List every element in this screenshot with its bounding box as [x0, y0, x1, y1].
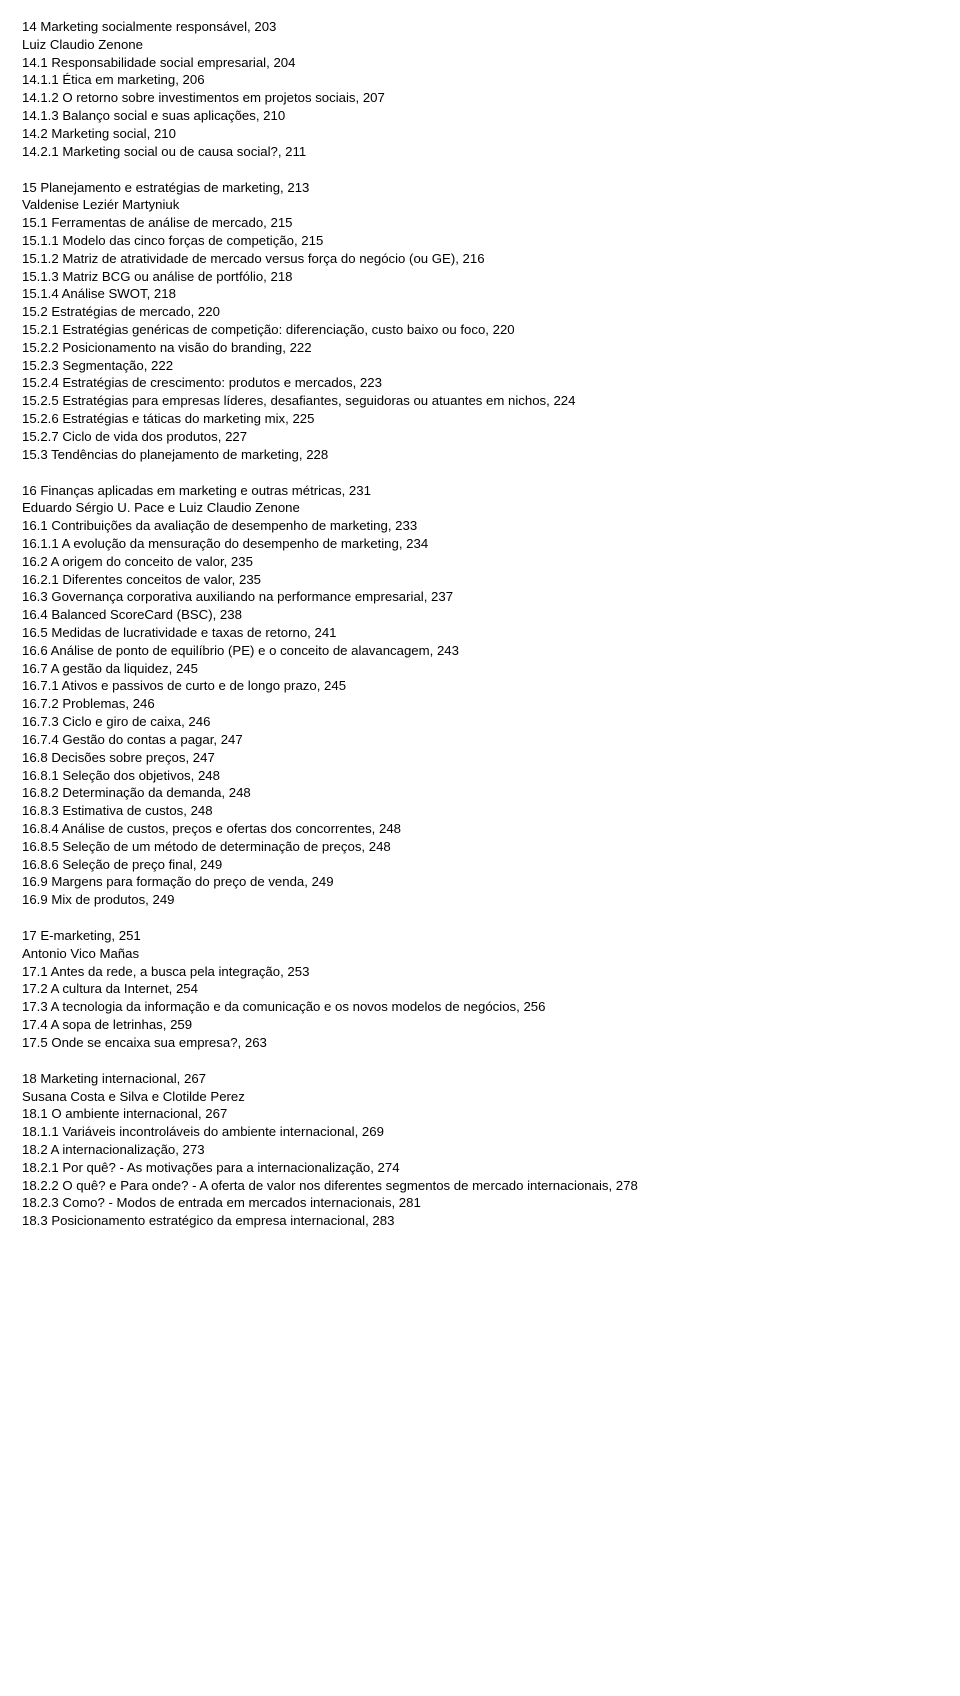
toc-line: 16.7.1 Ativos e passivos de curto e de l…: [22, 677, 938, 695]
toc-block: 18 Marketing internacional, 267Susana Co…: [22, 1070, 938, 1230]
toc-line: 18.2.3 Como? - Modos de entrada em merca…: [22, 1194, 938, 1212]
toc-line: 14.1.1 Ética em marketing, 206: [22, 71, 938, 89]
toc-line: 16.9 Margens para formação do preço de v…: [22, 873, 938, 891]
toc-line: 14.1.3 Balanço social e suas aplicações,…: [22, 107, 938, 125]
toc-line: 16.8.4 Análise de custos, preços e ofert…: [22, 820, 938, 838]
toc-line: 16.3 Governança corporativa auxiliando n…: [22, 588, 938, 606]
toc-line: 18.2.2 O quê? e Para onde? - A oferta de…: [22, 1177, 938, 1195]
toc-line: 15.2 Estratégias de mercado, 220: [22, 303, 938, 321]
toc-line: 18.2.1 Por quê? - As motivações para a i…: [22, 1159, 938, 1177]
toc-line: 16.7 A gestão da liquidez, 245: [22, 660, 938, 678]
toc-line: 15.1.3 Matriz BCG ou análise de portfóli…: [22, 268, 938, 286]
toc-line: 15.1.4 Análise SWOT, 218: [22, 285, 938, 303]
toc-line: 16.9 Mix de produtos, 249: [22, 891, 938, 909]
toc-line: 17 E-marketing, 251: [22, 927, 938, 945]
toc-line: 15.2.5 Estratégias para empresas líderes…: [22, 392, 938, 410]
toc-line: Valdenise Leziér Martyniuk: [22, 196, 938, 214]
toc-line: 15.2.4 Estratégias de crescimento: produ…: [22, 374, 938, 392]
toc-line: Luiz Claudio Zenone: [22, 36, 938, 54]
toc-line: 18.2 A internacionalização, 273: [22, 1141, 938, 1159]
toc-line: 16.8.6 Seleção de preço final, 249: [22, 856, 938, 874]
toc-line: 17.2 A cultura da Internet, 254: [22, 980, 938, 998]
toc-line: Susana Costa e Silva e Clotilde Perez: [22, 1088, 938, 1106]
toc-line: 16 Finanças aplicadas em marketing e out…: [22, 482, 938, 500]
toc-line: 18.1 O ambiente internacional, 267: [22, 1105, 938, 1123]
toc-line: 15.2.7 Ciclo de vida dos produtos, 227: [22, 428, 938, 446]
toc-line: 16.5 Medidas de lucratividade e taxas de…: [22, 624, 938, 642]
toc-block: 16 Finanças aplicadas em marketing e out…: [22, 482, 938, 910]
toc-line: 15.1 Ferramentas de análise de mercado, …: [22, 214, 938, 232]
toc-line: 15.1.1 Modelo das cinco forças de compet…: [22, 232, 938, 250]
toc-line: Eduardo Sérgio U. Pace e Luiz Claudio Ze…: [22, 499, 938, 517]
toc-line: 16.8.3 Estimativa de custos, 248: [22, 802, 938, 820]
toc-line: Antonio Vico Mañas: [22, 945, 938, 963]
toc-line: 17.5 Onde se encaixa sua empresa?, 263: [22, 1034, 938, 1052]
toc-line: 14.2.1 Marketing social ou de causa soci…: [22, 143, 938, 161]
toc-line: 15.2.6 Estratégias e táticas do marketin…: [22, 410, 938, 428]
toc-line: 16.2.1 Diferentes conceitos de valor, 23…: [22, 571, 938, 589]
toc-block: 17 E-marketing, 251Antonio Vico Mañas17.…: [22, 927, 938, 1052]
toc-line: 16.8 Decisões sobre preços, 247: [22, 749, 938, 767]
toc-line: 18.1.1 Variáveis incontroláveis do ambie…: [22, 1123, 938, 1141]
toc-line: 16.7.2 Problemas, 246: [22, 695, 938, 713]
toc-block: 15 Planejamento e estratégias de marketi…: [22, 179, 938, 464]
toc-line: 17.1 Antes da rede, a busca pela integra…: [22, 963, 938, 981]
toc-line: 14.2 Marketing social, 210: [22, 125, 938, 143]
toc-line: 16.1 Contribuições da avaliação de desem…: [22, 517, 938, 535]
toc-line: 16.1.1 A evolução da mensuração do desem…: [22, 535, 938, 553]
toc-line: 16.7.3 Ciclo e giro de caixa, 246: [22, 713, 938, 731]
toc-content: 14 Marketing socialmente responsável, 20…: [22, 18, 938, 1230]
toc-line: 14.1.2 O retorno sobre investimentos em …: [22, 89, 938, 107]
toc-line: 17.3 A tecnologia da informação e da com…: [22, 998, 938, 1016]
toc-line: 15.2.3 Segmentação, 222: [22, 357, 938, 375]
toc-line: 16.6 Análise de ponto de equilíbrio (PE)…: [22, 642, 938, 660]
toc-line: 16.7.4 Gestão do contas a pagar, 247: [22, 731, 938, 749]
toc-line: 15 Planejamento e estratégias de marketi…: [22, 179, 938, 197]
toc-line: 15.2.1 Estratégias genéricas de competiç…: [22, 321, 938, 339]
toc-line: 18 Marketing internacional, 267: [22, 1070, 938, 1088]
toc-line: 15.2.2 Posicionamento na visão do brandi…: [22, 339, 938, 357]
toc-line: 16.8.5 Seleção de um método de determina…: [22, 838, 938, 856]
toc-line: 14 Marketing socialmente responsável, 20…: [22, 18, 938, 36]
toc-line: 16.2 A origem do conceito de valor, 235: [22, 553, 938, 571]
toc-line: 14.1 Responsabilidade social empresarial…: [22, 54, 938, 72]
toc-line: 15.1.2 Matriz de atratividade de mercado…: [22, 250, 938, 268]
toc-line: 15.3 Tendências do planejamento de marke…: [22, 446, 938, 464]
toc-line: 18.3 Posicionamento estratégico da empre…: [22, 1212, 938, 1230]
toc-line: 16.4 Balanced ScoreCard (BSC), 238: [22, 606, 938, 624]
toc-line: 16.8.2 Determinação da demanda, 248: [22, 784, 938, 802]
toc-line: 16.8.1 Seleção dos objetivos, 248: [22, 767, 938, 785]
toc-line: 17.4 A sopa de letrinhas, 259: [22, 1016, 938, 1034]
toc-block: 14 Marketing socialmente responsável, 20…: [22, 18, 938, 161]
